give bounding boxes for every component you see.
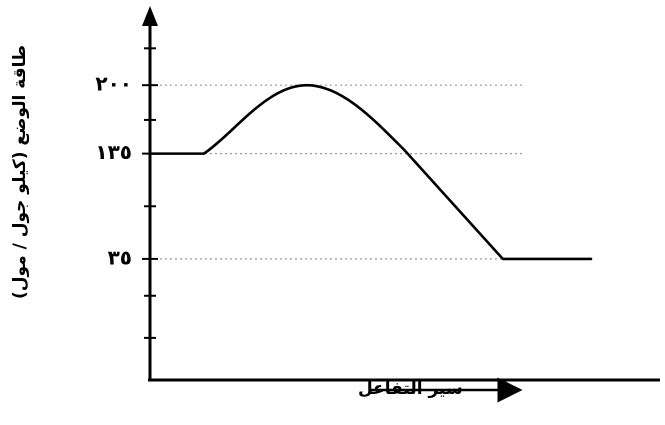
- y-tick-label: ٣٥: [108, 245, 132, 269]
- grid-layer: [150, 84, 525, 260]
- tick-label-layer: ٣٥ ١٣٥ ٢٠٠: [95, 72, 132, 270]
- y-axis-title: طاقة الوضع (كيلو جول / مول): [10, 45, 30, 299]
- energy-curve: [148, 83, 593, 261]
- tick-layer: [142, 47, 158, 339]
- y-axis-arrowhead: [142, 6, 158, 26]
- y-tick-label: ٢٠٠: [95, 72, 132, 96]
- y-tick-label: ١٣٥: [95, 140, 132, 164]
